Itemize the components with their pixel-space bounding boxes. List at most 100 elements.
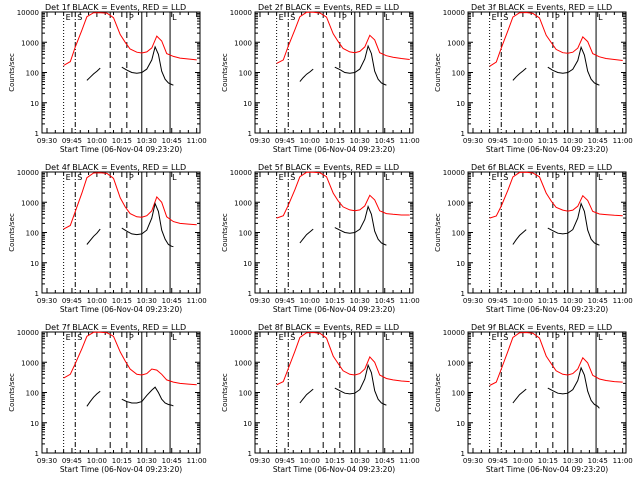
y-tick-label: 1	[461, 290, 465, 298]
y-tick-label: 10000	[443, 9, 465, 17]
x-tick-label: 09:45	[488, 457, 508, 465]
y-axis-label: Counts/sec	[221, 53, 229, 92]
time-marker-label: E	[66, 13, 71, 22]
y-tick-label: 100	[239, 70, 252, 78]
time-marker-label: L	[385, 333, 390, 342]
events-series-line	[299, 388, 314, 404]
x-tick-label: 10:30	[350, 297, 370, 305]
x-tick-label: 10:45	[162, 457, 182, 465]
x-axis-label: Start Time (06-Nov-04 09:23:20)	[60, 145, 182, 154]
detector-panel: 1 10 100 1000 10000 09:30 09:45 10:00 10:15 10:30…	[434, 163, 633, 314]
y-tick-label: 100	[26, 70, 39, 78]
x-tick-label: 10:45	[162, 297, 182, 305]
y-tick-label: 1	[461, 450, 465, 458]
x-axis-label: Start Time (06-Nov-04 09:23:20)	[60, 465, 182, 474]
x-tick-label: 10:00	[300, 137, 320, 145]
y-tick-label: 1	[248, 130, 252, 138]
x-tick-label: 11:00	[187, 137, 207, 145]
time-marker-label: P	[555, 13, 560, 22]
detector-panel: 1 10 100 1000 10000 09:30 09:45 10:00 10:15 10:30…	[8, 323, 207, 474]
y-tick-label: 1000	[447, 199, 465, 207]
y-tick-label: 10	[456, 420, 465, 428]
x-tick-label: 10:15	[325, 297, 345, 305]
y-tick-label: 1	[35, 290, 39, 298]
x-tick-label: 10:15	[112, 457, 132, 465]
y-tick-label: 100	[452, 230, 465, 238]
events-series-line	[334, 205, 387, 246]
y-axis-label: Counts/sec	[434, 213, 442, 252]
lld-series-line	[63, 12, 197, 66]
x-tick-label: 10:30	[563, 457, 583, 465]
y-axis-label: Counts/sec	[8, 53, 16, 92]
x-tick-label: 10:00	[87, 137, 107, 145]
x-tick-label: 10:30	[137, 137, 157, 145]
x-tick-label: 09:30	[250, 297, 270, 305]
plot-frame	[41, 11, 201, 134]
panel-title: Det 7f BLACK = Events, RED = LLD	[45, 323, 186, 332]
detector-panel: 1 10 100 1000 10000 09:30 09:45 10:00 10:15 10:30…	[221, 3, 420, 154]
x-tick-label: 11:00	[187, 297, 207, 305]
time-marker-label: L	[172, 13, 177, 22]
time-marker-label: S	[503, 13, 508, 22]
x-tick-label: 11:00	[613, 457, 633, 465]
x-tick-label: 09:30	[250, 457, 270, 465]
y-tick-label: 10	[243, 100, 252, 108]
time-marker-label: S	[503, 173, 508, 182]
x-tick-label: 10:15	[325, 457, 345, 465]
time-marker-label: P	[129, 333, 134, 342]
y-axis-label: Counts/sec	[221, 373, 229, 412]
events-series-line	[512, 67, 527, 81]
x-tick-label: 10:45	[588, 297, 608, 305]
x-tick-label: 11:00	[613, 297, 633, 305]
events-series-line	[121, 201, 174, 248]
x-tick-label: 10:30	[563, 297, 583, 305]
y-tick-label: 1000	[21, 39, 39, 47]
panel-title: Det 9f BLACK = Events, RED = LLD	[471, 323, 612, 332]
time-marker-label: P	[342, 173, 347, 182]
time-marker-label: E	[492, 173, 497, 182]
y-tick-label: 10000	[443, 329, 465, 337]
x-tick-label: 10:15	[112, 137, 132, 145]
x-tick-label: 09:30	[37, 457, 57, 465]
x-tick-label: 10:15	[538, 137, 558, 145]
time-marker-label: S	[290, 333, 295, 342]
lld-series-line	[489, 11, 623, 67]
events-series-line	[547, 366, 600, 409]
x-axis-label: Start Time (06-Nov-04 09:23:20)	[486, 465, 608, 474]
plot-frame	[467, 11, 627, 134]
y-axis-label: Counts/sec	[221, 213, 229, 252]
plot-frame	[41, 171, 201, 294]
x-tick-label: 09:45	[275, 457, 295, 465]
x-tick-label: 10:45	[375, 457, 395, 465]
events-series-line	[334, 44, 387, 86]
y-tick-label: 10000	[17, 169, 39, 177]
time-marker-label: P	[342, 13, 347, 22]
events-series-line	[86, 390, 101, 407]
x-tick-label: 10:15	[325, 137, 345, 145]
detector-panel: 1 10 100 1000 10000 09:30 09:45 10:00 10:15 10:30…	[434, 3, 633, 154]
y-tick-label: 10000	[17, 329, 39, 337]
y-tick-label: 10	[30, 100, 39, 108]
x-tick-label: 10:30	[137, 457, 157, 465]
y-tick-label: 1	[461, 130, 465, 138]
panel-title: Det 4f BLACK = Events, RED = LLD	[45, 163, 186, 172]
y-tick-label: 1	[35, 130, 39, 138]
x-tick-label: 10:00	[87, 297, 107, 305]
y-tick-label: 10	[30, 260, 39, 268]
x-tick-label: 10:45	[375, 137, 395, 145]
events-series-line	[512, 388, 527, 404]
events-series-line	[334, 363, 387, 406]
y-tick-label: 100	[239, 230, 252, 238]
y-tick-label: 10000	[230, 329, 252, 337]
time-marker-label: L	[598, 13, 603, 22]
x-tick-label: 09:30	[37, 297, 57, 305]
y-tick-label: 100	[239, 390, 252, 398]
x-tick-label: 11:00	[400, 457, 420, 465]
lld-series-line	[276, 331, 410, 386]
time-marker-label: P	[342, 333, 347, 342]
events-series-line	[512, 229, 527, 245]
y-axis-label: Counts/sec	[434, 373, 442, 412]
time-marker-label: L	[598, 173, 603, 182]
x-tick-label: 11:00	[187, 457, 207, 465]
